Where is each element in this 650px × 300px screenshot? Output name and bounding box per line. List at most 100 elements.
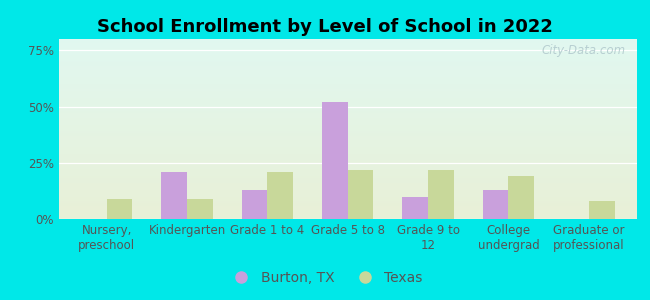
Bar (58, 116, 637, 118)
Bar (58, 194, 637, 196)
Bar (58, 100, 637, 102)
Bar (58, 140, 637, 142)
Bar (58, 64, 637, 66)
Bar (58, 111, 637, 113)
Bar (483, 190, 508, 219)
Bar (58, 158, 637, 160)
Legend: Burton, TX, Texas: Burton, TX, Texas (222, 265, 428, 290)
Bar (58, 115, 637, 116)
Bar (58, 176, 637, 178)
Bar (58, 104, 637, 106)
Bar (58, 134, 637, 136)
Bar (58, 80, 637, 82)
Bar (58, 109, 637, 111)
Bar (58, 178, 637, 179)
Bar (58, 68, 637, 70)
Bar (58, 142, 637, 143)
Bar (58, 169, 637, 170)
Bar (58, 181, 637, 183)
Bar (58, 43, 637, 44)
Bar (58, 88, 637, 89)
Bar (58, 79, 637, 80)
Bar (58, 165, 637, 167)
Bar (187, 199, 213, 219)
Bar (58, 188, 637, 190)
Bar (58, 163, 637, 165)
Bar (58, 197, 637, 199)
Text: School Enrollment by Level of School in 2022: School Enrollment by Level of School in … (97, 18, 553, 36)
Bar (267, 172, 293, 219)
Bar (58, 102, 637, 104)
Bar (58, 183, 637, 185)
Bar (58, 172, 637, 174)
Bar (58, 151, 637, 152)
Bar (589, 201, 614, 219)
Bar (58, 174, 637, 176)
Bar (58, 75, 637, 77)
Bar (58, 59, 637, 61)
Bar (58, 39, 637, 41)
Bar (58, 50, 637, 52)
Bar (58, 145, 637, 147)
Bar (58, 93, 637, 95)
Bar (58, 192, 637, 194)
Bar (58, 147, 637, 149)
Bar (58, 152, 637, 154)
Bar (58, 201, 637, 203)
Bar (58, 57, 637, 59)
Bar (58, 185, 637, 187)
Bar (402, 196, 428, 219)
Bar (58, 97, 637, 98)
Bar (242, 190, 267, 219)
Bar (58, 52, 637, 53)
Bar (58, 53, 637, 55)
Bar (58, 84, 637, 86)
Bar (58, 170, 637, 172)
Bar (58, 161, 637, 163)
Bar (58, 44, 637, 46)
Bar (58, 210, 637, 212)
Bar (58, 143, 637, 145)
Bar (58, 73, 637, 75)
Bar (58, 206, 637, 208)
Bar (58, 118, 637, 120)
Bar (58, 98, 637, 100)
Bar (428, 169, 454, 219)
Bar (58, 48, 637, 50)
Bar (58, 190, 637, 192)
Bar (58, 46, 637, 48)
Bar (348, 169, 374, 219)
Bar (107, 199, 133, 219)
Bar (58, 70, 637, 71)
Bar (58, 187, 637, 188)
Bar (58, 95, 637, 97)
Bar (58, 122, 637, 124)
Bar (58, 179, 637, 181)
Bar (58, 154, 637, 156)
Bar (58, 215, 637, 217)
Bar (58, 62, 637, 64)
Bar (58, 149, 637, 151)
Bar (58, 131, 637, 133)
Bar (58, 71, 637, 73)
Bar (58, 136, 637, 138)
Bar (58, 125, 637, 127)
Bar (58, 212, 637, 214)
Bar (58, 107, 637, 109)
Bar (58, 205, 637, 206)
Bar (58, 113, 637, 115)
Bar (58, 160, 637, 161)
Bar (58, 86, 637, 88)
Bar (58, 214, 637, 215)
Bar (58, 77, 637, 79)
Bar (58, 127, 637, 129)
Bar (161, 172, 187, 219)
Bar (58, 120, 637, 122)
Bar (508, 176, 534, 219)
Bar (58, 196, 637, 197)
Bar (322, 102, 348, 219)
Bar (58, 217, 637, 219)
Bar (58, 129, 637, 131)
Bar (58, 82, 637, 84)
Bar (58, 61, 637, 62)
